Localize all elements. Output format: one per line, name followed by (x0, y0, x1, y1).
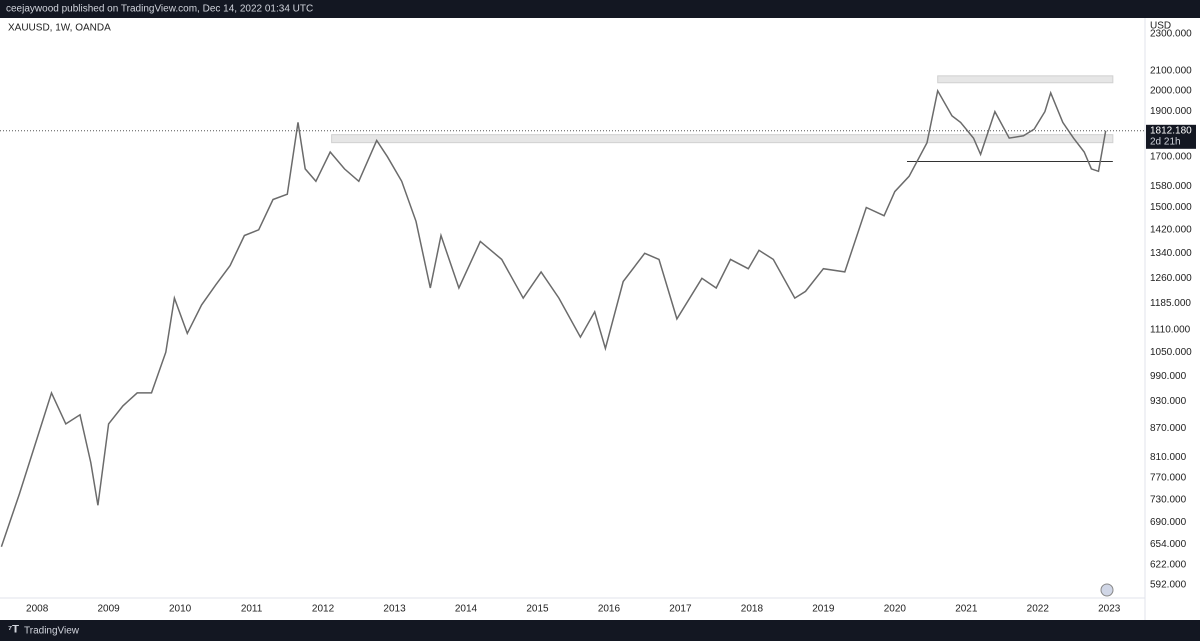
header-bar (0, 0, 1200, 18)
countdown: 2d 21h (1150, 136, 1181, 147)
y-tick-label: 1110.000 (1150, 324, 1191, 335)
y-tick-label: 1050.000 (1150, 347, 1192, 358)
x-tick-label: 2015 (526, 604, 549, 615)
x-tick-label: 2008 (26, 604, 49, 615)
x-tick-label: 2011 (241, 604, 263, 615)
currency-label: USD (1150, 21, 1171, 32)
y-tick-label: 730.000 (1150, 494, 1187, 505)
zone (937, 75, 1114, 84)
x-tick-label: 2013 (383, 604, 406, 615)
x-tick-label: 2022 (1027, 604, 1050, 615)
y-tick-label: 654.000 (1150, 539, 1187, 550)
x-tick-label: 2010 (169, 604, 192, 615)
brand: TradingView (24, 626, 80, 637)
y-tick-label: 1340.000 (1150, 248, 1192, 259)
x-tick-label: 2020 (884, 604, 907, 615)
y-tick-label: 622.000 (1150, 559, 1187, 570)
x-tick-label: 2018 (741, 604, 764, 615)
zone (331, 134, 1114, 144)
y-tick-label: 1420.000 (1150, 224, 1192, 235)
logo-mark: ⁷𝗧 (8, 625, 19, 636)
x-tick-label: 2012 (312, 604, 335, 615)
y-tick-label: 990.000 (1150, 371, 1187, 382)
x-tick-label: 2016 (598, 604, 621, 615)
footer-bar (0, 620, 1200, 641)
y-tick-label: 1700.000 (1150, 151, 1192, 162)
price-line (0, 88, 1107, 548)
x-tick-label: 2017 (669, 604, 692, 615)
x-tick-label: 2019 (812, 604, 835, 615)
y-tick-label: 1500.000 (1150, 202, 1192, 213)
y-tick-label: 1260.000 (1150, 273, 1192, 284)
y-tick-label: 1580.000 (1150, 181, 1192, 192)
y-tick-label: 2000.000 (1150, 85, 1192, 96)
y-tick-label: 930.000 (1150, 396, 1187, 407)
x-tick-label: 2014 (455, 604, 478, 615)
x-tick-label: 2023 (1098, 604, 1121, 615)
y-tick-label: 770.000 (1150, 473, 1187, 484)
y-tick-label: 2100.000 (1150, 66, 1192, 77)
y-tick-label: 690.000 (1150, 517, 1187, 528)
y-tick-label: 1900.000 (1150, 106, 1192, 117)
x-tick-label: 2021 (955, 604, 978, 615)
event-flag (1100, 583, 1114, 597)
header-text: ceejaywood published on TradingView.com,… (6, 4, 313, 15)
y-tick-label: 810.000 (1150, 452, 1187, 463)
y-tick-label: 870.000 (1150, 423, 1187, 434)
price-tag-bg (1146, 124, 1196, 149)
x-tick-label: 2009 (98, 604, 121, 615)
y-tick-label: 592.000 (1150, 579, 1187, 590)
y-tick-label: 2300.000 (1150, 29, 1192, 40)
symbol-legend: XAUUSD, 1W, OANDA (8, 23, 111, 34)
y-tick-label: 1185.000 (1150, 298, 1191, 309)
price-tag: 1812.180 (1150, 125, 1192, 136)
